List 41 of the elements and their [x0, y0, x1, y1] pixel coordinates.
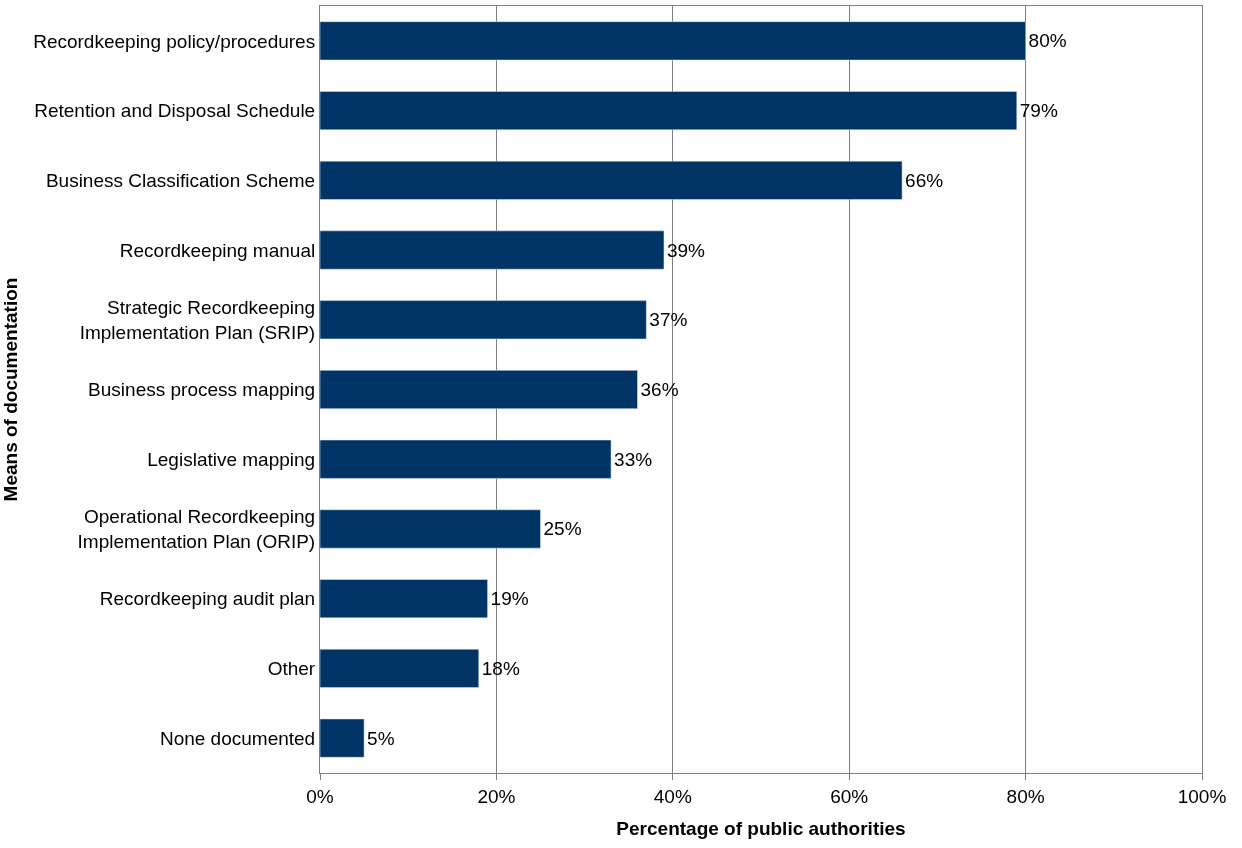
x-axis-title: Percentage of public authorities — [616, 817, 906, 839]
data-label: 66% — [905, 169, 944, 191]
y-tick-label: Recordkeeping policy/procedures — [33, 30, 316, 52]
x-tick-label: 40% — [653, 785, 692, 807]
x-tick-label: 100% — [1177, 785, 1227, 807]
bar — [320, 91, 1018, 131]
y-tick-label: Business Classification Scheme — [45, 169, 316, 191]
y-tick-label: Other — [267, 658, 316, 680]
bar — [320, 648, 480, 688]
y-tick-label: Recordkeeping audit plan — [99, 588, 316, 610]
data-label: 33% — [614, 448, 653, 470]
x-tick-label: 20% — [477, 785, 516, 807]
y-axis-title: Means of documentation — [0, 277, 21, 502]
x-tick-label: 60% — [830, 785, 869, 807]
data-label: 18% — [481, 657, 520, 679]
y-tick-label: Legislative mapping — [147, 448, 316, 470]
data-label: 5% — [367, 727, 395, 749]
bar — [320, 230, 665, 270]
bar — [320, 21, 1026, 61]
data-label: 39% — [666, 239, 706, 261]
bar — [320, 509, 541, 549]
y-tick-label: Strategic Recordkeeping Implementation Plan (SRIP) — [79, 297, 316, 343]
bar — [320, 160, 903, 200]
bar — [320, 370, 638, 409]
bar — [320, 579, 488, 619]
y-tick-label: Retention and Disposal Schedule — [34, 100, 316, 122]
data-label: 19% — [490, 588, 529, 610]
bar — [320, 300, 647, 340]
y-tick-label: Operational Recordkeeping Implementation Plan (ORIP) — [77, 506, 316, 552]
x-tick-label: 80% — [1006, 785, 1045, 807]
data-label: 37% — [649, 309, 688, 331]
y-tick-label: Recordkeeping manual — [119, 239, 316, 261]
y-tick-label: Business process mapping — [88, 379, 316, 401]
data-label: 79% — [1019, 100, 1058, 122]
data-label: 80% — [1028, 30, 1067, 52]
y-tick-label: None documented — [159, 727, 316, 749]
bar — [320, 718, 365, 758]
bar — [320, 439, 612, 479]
x-tick-label: 0% — [306, 785, 334, 807]
data-label: 25% — [543, 518, 582, 540]
data-label: 36% — [640, 379, 679, 401]
